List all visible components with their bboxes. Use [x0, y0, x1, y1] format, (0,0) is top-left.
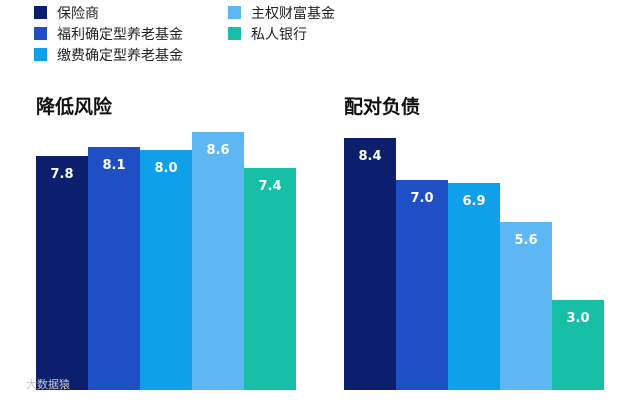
bar-liability-sovereign-wealth: [500, 222, 552, 390]
panel-title-liability-matching: 配对负债: [344, 95, 420, 118]
bar-group-risk-reduction: 7.8 8.1 8.0 8.6 7.4: [36, 132, 296, 390]
legend-swatch-dc-pension: [34, 48, 47, 61]
watermark-text: 大数据猿: [26, 377, 70, 391]
bar-value-label-risk-dc-pension: 8.0: [154, 161, 177, 176]
bar-risk-sovereign-wealth: [192, 132, 244, 390]
legend-item-private-bank: 私人银行: [228, 27, 307, 43]
legend-item-insurers: 保险商: [34, 6, 99, 22]
bar-risk-private-bank: [244, 168, 296, 390]
bar-liability-private-bank: [552, 300, 604, 390]
legend-label-dc-pension: 缴费确定型养老基金: [57, 47, 183, 64]
legend-label-private-bank: 私人银行: [251, 27, 307, 43]
bar-liability-insurers: [344, 138, 396, 390]
bar-value-label-risk-sovereign-wealth: 8.6: [206, 143, 229, 158]
bar-value-label-liability-sovereign-wealth: 5.6: [514, 233, 537, 248]
bar-liability-dc-pension: [448, 183, 500, 390]
legend-swatch-private-bank: [228, 27, 241, 40]
bar-value-label-liability-private-bank: 3.0: [566, 311, 589, 326]
bar-risk-dc-pension: [140, 150, 192, 390]
bar-liability-db-pension: [396, 180, 448, 390]
bar-risk-insurers: [36, 156, 88, 390]
legend-item-sovereign-wealth: 主权财富基金: [228, 5, 335, 22]
legend-swatch-db-pension: [34, 27, 47, 40]
bar-value-label-liability-insurers: 8.4: [358, 149, 381, 164]
panel-title-risk-reduction: 降低风险: [36, 95, 113, 118]
legend: 保险商 福利确定型养老基金 缴费确定型养老基金 主权财富基金 私人银行: [34, 5, 335, 64]
bar-value-label-liability-db-pension: 7.0: [410, 191, 433, 206]
legend-label-sovereign-wealth: 主权财富基金: [251, 5, 335, 22]
legend-swatch-insurers: [34, 6, 47, 19]
legend-item-dc-pension: 缴费确定型养老基金: [34, 47, 183, 64]
bar-value-label-risk-insurers: 7.8: [50, 167, 73, 182]
legend-item-db-pension: 福利确定型养老基金: [34, 26, 183, 43]
bar-group-liability-matching: 8.4 7.0 6.9 5.6 3.0: [344, 138, 604, 390]
legend-label-db-pension: 福利确定型养老基金: [57, 26, 183, 43]
bar-value-label-liability-dc-pension: 6.9: [462, 194, 485, 209]
legend-swatch-sovereign-wealth: [228, 6, 241, 19]
bar-value-label-risk-private-bank: 7.4: [258, 179, 281, 194]
legend-label-insurers: 保险商: [57, 6, 99, 22]
bar-risk-db-pension: [88, 147, 140, 390]
bar-value-label-risk-db-pension: 8.1: [102, 158, 125, 173]
